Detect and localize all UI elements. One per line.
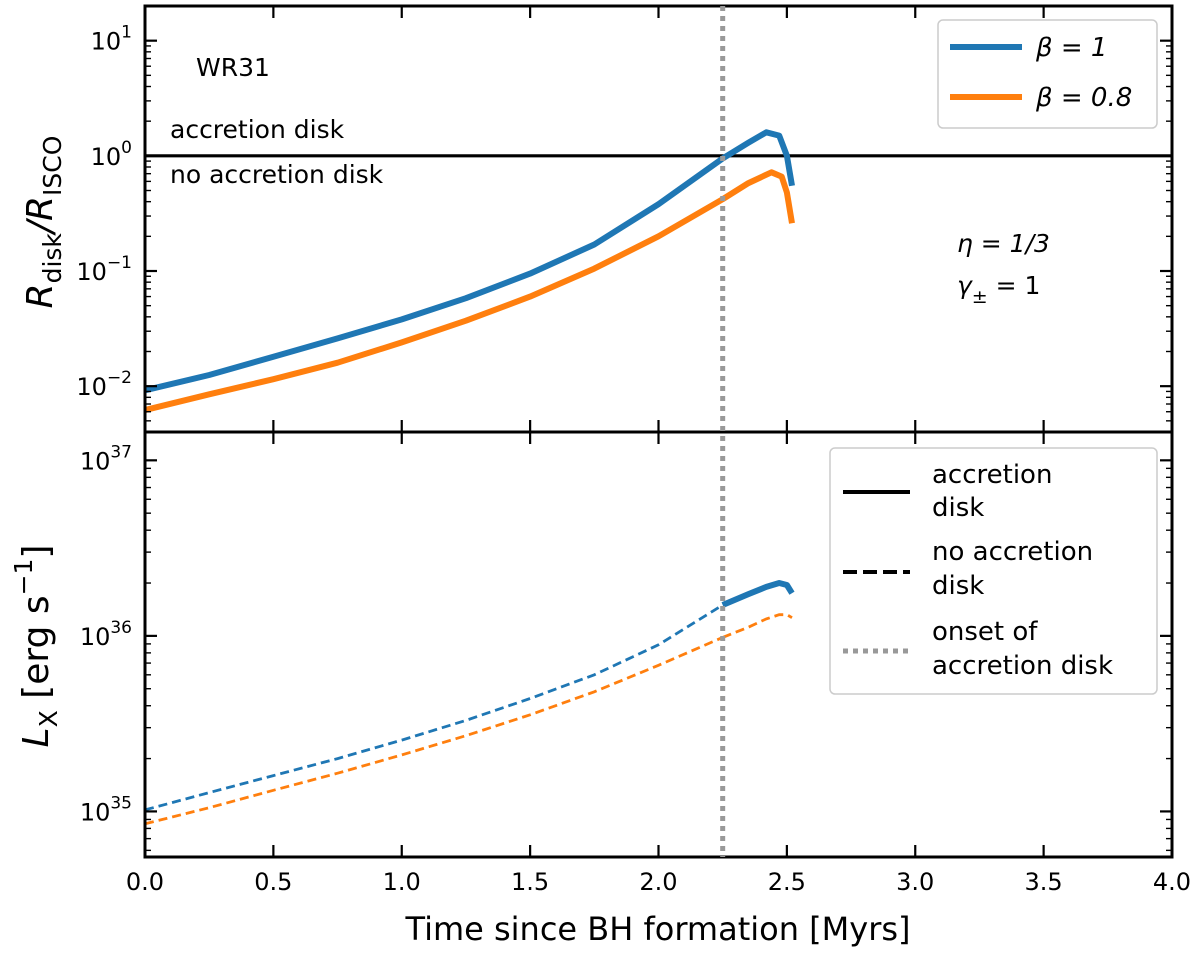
x-tick-label-4: 2.0 [639, 868, 677, 896]
accretion-disk-label: accretion disk [170, 115, 345, 144]
legend-no-accretion-disk-line1: no accretion [932, 537, 1093, 567]
x-tick-label-0: 0.0 [126, 868, 164, 896]
bottom-legend: accretion disk no accretion disk onset o… [829, 447, 1158, 695]
top-panel: 10−2 10−1 100 101 Rdisk/RISCO WR31 accretio… [20, 4, 1174, 434]
x-tick-label-2: 1.0 [383, 868, 421, 896]
x-tick-label-8: 4.0 [1153, 868, 1191, 896]
bottom-legend-box [829, 447, 1158, 695]
no-accretion-disk-label: no accretion disk [170, 160, 384, 189]
legend-accretion-disk-line2: disk [932, 493, 984, 523]
bottom-ytick-label-0: 1035 [80, 793, 132, 826]
bottom-ytick-label-1: 1036 [80, 618, 132, 651]
series-solid-0 [721, 580, 795, 608]
bottom-ytick-label-2: 1037 [80, 442, 132, 475]
top-ytick-label-1: 10−1 [76, 253, 132, 286]
top-ytick-label-2: 100 [91, 138, 132, 171]
gamma-annotation: γ± = 1 [957, 271, 1040, 308]
top-y-axis-label: Rdisk/RISCO [20, 136, 67, 309]
legend-no-accretion-disk-line2: disk [932, 571, 984, 601]
eta-annotation: η = 1/3 [957, 229, 1050, 258]
bottom-axes-frame [143, 430, 1174, 859]
series-dashed-after-1 [722, 613, 793, 639]
legend-onset-line1: onset of [932, 617, 1038, 647]
x-tick-label-3: 1.5 [511, 868, 549, 896]
x-tick-label-5: 2.5 [768, 868, 806, 896]
legend-beta-1-label: β = 1 [1035, 33, 1107, 63]
series-line-1 [144, 169, 795, 414]
series-dashed-1 [144, 636, 724, 826]
x-tick-label-6: 3.0 [896, 868, 934, 896]
bottom-panel: 1035 1036 1037 0.0 0.5 1.0 1.5 2.0 2.5 3.0 3.5 4.0… [9, 430, 1191, 948]
top-ytick-label-3: 101 [91, 23, 132, 56]
bottom-y-axis-label: LX [erg s−1] [9, 545, 63, 748]
series-dashed-0 [144, 603, 724, 812]
legend-accretion-disk-line1: accretion [932, 460, 1052, 490]
x-tick-labels: 0.0 0.5 1.0 1.5 2.0 2.5 3.0 3.5 4.0 [126, 868, 1191, 896]
bottom-y-tick-labels: 1035 1036 1037 [80, 442, 132, 826]
series-line-0 [144, 129, 795, 394]
top-series-lines [144, 129, 1172, 414]
legend-onset-line2: accretion disk [932, 651, 1113, 681]
bottom-series-lines [144, 580, 795, 826]
x-tick-label-7: 3.5 [1025, 868, 1063, 896]
top-ytick-label-0: 10−2 [76, 368, 132, 401]
star-name-label: WR31 [196, 53, 270, 82]
x-axis-label: Time since BH formation [Myrs] [405, 910, 911, 948]
x-tick-label-1: 0.5 [254, 868, 292, 896]
legend-beta-08-label: β = 0.8 [1035, 83, 1132, 113]
top-legend: β = 1 β = 0.8 [937, 19, 1158, 129]
top-y-tick-labels: 10−2 10−1 100 101 [76, 23, 132, 402]
